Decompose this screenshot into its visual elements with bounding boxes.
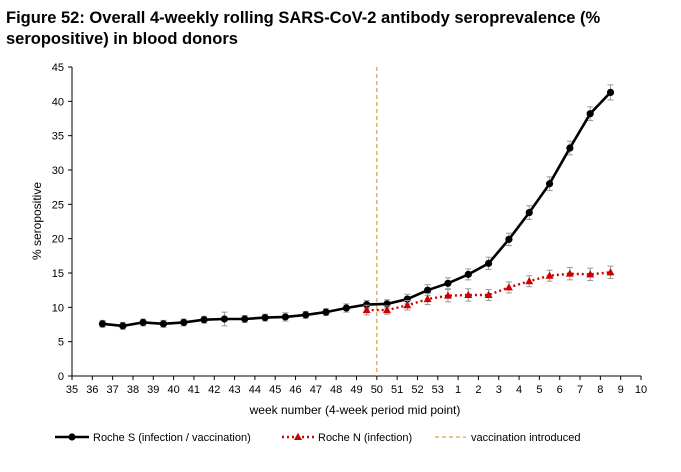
x-tick-label: 43: [228, 384, 240, 396]
x-tick-label: 40: [167, 384, 179, 396]
x-tick-label: 45: [269, 384, 281, 396]
y-tick-label: 20: [52, 234, 64, 246]
y-tick-label: 30: [52, 165, 64, 177]
data-point: [444, 279, 452, 287]
x-tick-label: 53: [432, 384, 444, 396]
data-point: [423, 294, 432, 303]
data-point: [525, 208, 533, 217]
data-point: [302, 311, 310, 319]
x-tick-label: 7: [577, 384, 583, 396]
y-tick-label: 5: [58, 337, 64, 349]
y-tick-label: 10: [52, 302, 64, 314]
data-point: [504, 283, 513, 291]
data-point: [139, 318, 147, 327]
x-tick-label: 1: [455, 384, 461, 396]
data-point: [159, 320, 168, 328]
x-tick-label: 49: [350, 384, 362, 396]
x-axis-title: week number (4-week period mid point): [249, 403, 461, 417]
data-point: [363, 300, 371, 309]
data-point: [119, 322, 127, 330]
x-tick-label: 48: [330, 384, 342, 396]
data-point: [464, 290, 473, 298]
y-axis-title: % seropositive: [30, 182, 44, 260]
x-tick-label: 52: [411, 384, 423, 396]
x-tick-label: 41: [188, 384, 200, 396]
legend-label-roche-n: Roche N (infection): [318, 432, 412, 444]
x-tick-label: 46: [289, 384, 301, 396]
series-roche-s: [98, 84, 615, 330]
x-tick-label: 47: [310, 384, 322, 396]
legend-label-roche-s: Roche S (infection / vaccination): [93, 432, 251, 444]
y-tick-label: 35: [52, 131, 64, 143]
x-tick-label: 9: [618, 384, 624, 396]
x-tick-label: 39: [147, 384, 159, 396]
data-point: [484, 259, 493, 267]
x-tick-label: 8: [597, 384, 603, 396]
y-tick-label: 40: [52, 96, 64, 108]
data-point: [443, 291, 452, 299]
data-point: [606, 88, 615, 97]
x-tick-label: 51: [391, 384, 403, 396]
chart-title: Figure 52: Overall 4-weekly rolling SARS…: [6, 9, 601, 48]
x-tick-label: 38: [127, 384, 139, 396]
data-point: [464, 270, 472, 278]
x-tick-label: 2: [475, 384, 481, 396]
data-point: [180, 318, 188, 327]
data-point: [484, 290, 493, 298]
data-point: [586, 270, 595, 278]
data-point: [98, 320, 107, 328]
y-tick-label: 25: [52, 199, 64, 211]
data-point: [505, 235, 513, 243]
data-point: [606, 268, 615, 276]
data-point: [382, 305, 391, 314]
x-tick-label: 42: [208, 384, 220, 396]
x-tick-label: 35: [66, 384, 78, 396]
series-roche-n: [362, 265, 615, 316]
legend-label-vaccination: vaccination introduced: [471, 432, 580, 444]
data-point: [566, 144, 574, 152]
data-point: [545, 180, 554, 188]
data-point: [241, 315, 249, 323]
legend-marker-roche-s: [68, 433, 76, 441]
data-point: [403, 301, 412, 309]
x-tick-label: 3: [496, 384, 502, 396]
x-tick-label: 36: [86, 384, 98, 396]
data-point: [220, 315, 229, 323]
data-point: [586, 110, 594, 118]
data-point: [261, 314, 269, 322]
series-line: [102, 91, 612, 328]
data-point: [565, 269, 574, 277]
legend-marker-roche-n: [294, 432, 302, 440]
data-point: [281, 313, 289, 321]
x-tick-label: 6: [557, 384, 563, 396]
x-tick-label: 50: [371, 384, 383, 396]
x-tick-label: 5: [536, 384, 542, 396]
data-point: [322, 308, 330, 316]
legend: Roche S (infection / vaccination) Roche N…: [55, 432, 580, 444]
data-point: [545, 271, 554, 279]
data-point: [525, 277, 534, 285]
data-point: [362, 305, 371, 314]
x-tick-label: 10: [635, 384, 647, 396]
x-tick-label: 4: [516, 384, 522, 396]
data-point: [342, 304, 350, 312]
data-point: [424, 286, 432, 294]
x-tick-label: 37: [107, 384, 119, 396]
data-point: [200, 316, 208, 324]
series-group: [98, 84, 615, 330]
y-tick-label: 15: [52, 268, 64, 280]
y-tick-label: 45: [52, 62, 64, 74]
x-tick-label: 44: [249, 384, 261, 396]
y-tick-label: 0: [58, 371, 64, 383]
